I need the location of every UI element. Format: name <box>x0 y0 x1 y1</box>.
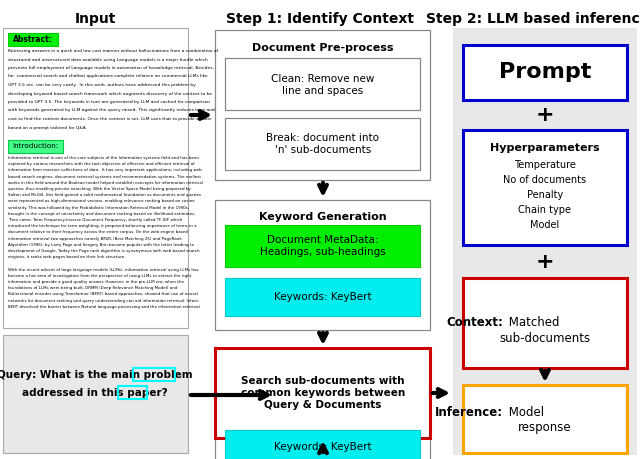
FancyBboxPatch shape <box>463 130 627 245</box>
Text: Keywords: KeyBert: Keywords: KeyBert <box>274 442 372 452</box>
Text: GPT 3.5 etc. can be very costly.  In this work, authors have addressed this prob: GPT 3.5 etc. can be very costly. In this… <box>8 83 196 87</box>
Text: similarity. This was followed by the Probabilistic Information Retrieval Model i: similarity. This was followed by the Pro… <box>8 206 189 210</box>
Text: Penalty: Penalty <box>527 190 563 200</box>
Text: Chain type: Chain type <box>518 205 572 215</box>
Text: works in this field around the Boolean model helped establish concepts for infor: works in this field around the Boolean m… <box>8 181 203 185</box>
Text: BERT dissolved the barrier between Natural language processing and the informati: BERT dissolved the barrier between Natur… <box>8 305 200 309</box>
Text: for  commercial search and chatbot applications complete reliance on commercial : for commercial search and chatbot applic… <box>8 74 208 78</box>
FancyBboxPatch shape <box>8 33 58 46</box>
Text: Retrieving answers in a quick and low cost manner without hallucinations from a : Retrieving answers in a quick and low co… <box>8 49 218 53</box>
FancyBboxPatch shape <box>225 225 420 267</box>
FancyBboxPatch shape <box>3 335 188 453</box>
Text: With the recent advent of large language models (LLMs), information retrieval us: With the recent advent of large language… <box>8 268 198 272</box>
Text: queries, thus enabling precise searching. With the Vector Space Model being prop: queries, thus enabling precise searching… <box>8 187 191 191</box>
Text: Inference:: Inference: <box>435 405 503 419</box>
Text: Matched: Matched <box>505 317 559 330</box>
Text: brought in the concept of uncertainty and document ranking based on likelihood e: brought in the concept of uncertainty an… <box>8 212 195 216</box>
Text: +: + <box>536 105 554 125</box>
FancyBboxPatch shape <box>463 385 627 453</box>
Text: Model: Model <box>531 220 559 230</box>
Text: introduced the technique for term weighting, it proposed balancing importance of: introduced the technique for term weight… <box>8 224 196 228</box>
Text: Keyword Generation: Keyword Generation <box>259 212 387 222</box>
Text: Clean: Remove new
line and spaces: Clean: Remove new line and spaces <box>271 74 374 96</box>
FancyBboxPatch shape <box>3 28 188 328</box>
Text: information from massive collections of data.  It has very important application: information from massive collections of … <box>8 168 202 173</box>
Text: Prompt: Prompt <box>499 62 591 82</box>
Text: Abstract:: Abstract: <box>13 35 53 44</box>
Text: Model: Model <box>505 405 544 419</box>
Text: prevents full employment of Language models in automation of knowledge retrieval: prevents full employment of Language mod… <box>8 66 214 70</box>
Text: developing keyword based search framework which augments discovery of the contex: developing keyword based search framewor… <box>8 91 212 95</box>
Text: provided to GPT 3.5. The keywords in turn are generated by LLM and cached for co: provided to GPT 3.5. The keywords in tur… <box>8 100 210 104</box>
Text: Then came, Term Frequency-Inverse Document Frequency, shortly called TF-IDF whic: Then came, Term Frequency-Inverse Docume… <box>8 218 182 222</box>
FancyBboxPatch shape <box>215 420 430 459</box>
FancyBboxPatch shape <box>463 278 627 368</box>
Text: explored by various researchers with the twin objective of effective and efficie: explored by various researchers with the… <box>8 162 195 166</box>
Text: engines, it ranks web pages based on their link structure.: engines, it ranks web pages based on the… <box>8 255 125 259</box>
Text: Document MetaData:
Headings, sub-headings: Document MetaData: Headings, sub-heading… <box>260 235 386 257</box>
Text: foundations of LLMs were being built, DRMM (Deep Relevance Matching Model) and: foundations of LLMs were being built, DR… <box>8 286 177 290</box>
Text: Context:: Context: <box>446 317 503 330</box>
Text: information and provide a good quality answer. However, in the pre-LLM era, when: information and provide a good quality a… <box>8 280 184 284</box>
Text: +: + <box>536 252 554 272</box>
Text: Information retrieval is one of the core subjects of the Information systems fie: Information retrieval is one of the core… <box>8 156 199 160</box>
Text: Search sub-documents with
common keywords between
Query & Documents: Search sub-documents with common keyword… <box>241 376 405 409</box>
Text: response: response <box>518 421 572 435</box>
Text: based search engines, document retrieval systems and recommendation systems. The: based search engines, document retrieval… <box>8 174 201 179</box>
Text: sub-documents: sub-documents <box>499 331 591 345</box>
Text: with keywords generated by LLM against the query raised. This significantly redu: with keywords generated by LLM against t… <box>8 108 215 112</box>
Text: Step 2: LLM based inferencing: Step 2: LLM based inferencing <box>426 12 640 26</box>
FancyBboxPatch shape <box>453 28 637 455</box>
Text: were represented as high-dimensional vectors, enabling relevance ranking based o: were represented as high-dimensional vec… <box>8 199 195 203</box>
Text: Step 1: Identify Context: Step 1: Identify Context <box>226 12 414 26</box>
Text: based on a prompt tailored for Q&A.: based on a prompt tailored for Q&A. <box>8 125 87 129</box>
FancyBboxPatch shape <box>215 30 430 180</box>
Text: Break: document into
'n' sub-documents: Break: document into 'n' sub-documents <box>266 133 380 155</box>
Text: structured and unstructured data available using Language models is a major hurd: structured and unstructured data availab… <box>8 57 208 62</box>
FancyBboxPatch shape <box>215 200 430 330</box>
Text: document relative to their frequency across the entire corpus. On the web engine: document relative to their frequency acr… <box>8 230 188 235</box>
Text: information retrieval two approaches namely BM25 (Best Matching 25) and PageRank: information retrieval two approaches nam… <box>8 236 182 241</box>
Text: Bidirectional encoder using Transformer (BERT) based approaches, showed that use: Bidirectional encoder using Transformer … <box>8 292 198 297</box>
Text: addressed in this paper?: addressed in this paper? <box>22 388 168 398</box>
Text: Introduction:: Introduction: <box>12 144 58 150</box>
FancyBboxPatch shape <box>215 348 430 438</box>
FancyBboxPatch shape <box>8 140 63 153</box>
Text: No of documents: No of documents <box>504 175 587 185</box>
Text: Temperature: Temperature <box>514 160 576 170</box>
Text: cost to find the context documents. Once the context is set, LLM uses that to pr: cost to find the context documents. Once… <box>8 117 212 121</box>
Text: networks for document ranking and query understanding can aid information retrie: networks for document ranking and query … <box>8 299 199 302</box>
Text: Hyperparameters: Hyperparameters <box>490 143 600 153</box>
FancyBboxPatch shape <box>225 58 420 110</box>
FancyBboxPatch shape <box>225 118 420 170</box>
Text: Input: Input <box>74 12 116 26</box>
Text: become a hot area of investigation from the perspective of using LLMs to extract: become a hot area of investigation from … <box>8 274 191 278</box>
Text: development of Google. Today the Page rank algorithm is synonymous with web base: development of Google. Today the Page ra… <box>8 249 200 253</box>
Text: Document Pre-process: Document Pre-process <box>252 43 394 53</box>
Text: Salton and McGill, this field gained a solid mathematical foundation as document: Salton and McGill, this field gained a s… <box>8 193 201 197</box>
FancyBboxPatch shape <box>225 430 420 459</box>
FancyBboxPatch shape <box>463 45 627 100</box>
Text: Keywords: KeyBert: Keywords: KeyBert <box>274 292 372 302</box>
FancyBboxPatch shape <box>225 278 420 316</box>
Text: Query: What is the main problem: Query: What is the main problem <box>0 370 193 380</box>
Text: Algorithm (1996), by Larry Page and Sergery Brin became popular with the latter : Algorithm (1996), by Larry Page and Serg… <box>8 243 194 247</box>
